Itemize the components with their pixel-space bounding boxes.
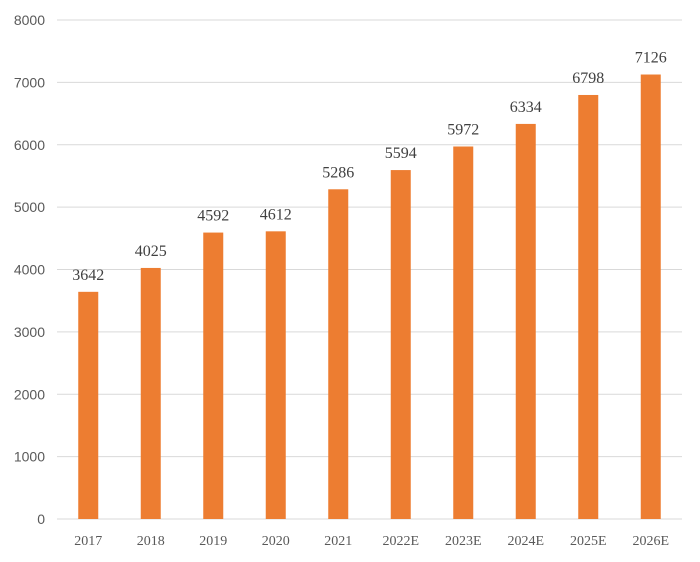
y-tick-label: 5000 [14,199,45,215]
bar [328,189,349,519]
y-tick-label: 3000 [14,324,45,340]
x-tick-label: 2019 [199,534,227,549]
x-tick-label: 2017 [74,534,102,549]
x-tick-label: 2025E [570,534,607,549]
x-tick-label: 2020 [262,534,290,549]
y-tick-label: 7000 [14,74,45,90]
x-tick-label: 2024E [507,534,544,549]
y-tick-label: 2000 [14,386,45,402]
x-tick-label: 2018 [137,534,165,549]
bar [640,74,661,519]
bar [578,94,599,520]
bar [265,231,286,519]
data-label: 5594 [385,145,417,162]
x-tick-label: 2022E [382,534,419,549]
data-label: 5972 [447,121,479,138]
bar [203,232,224,519]
data-label: 4592 [197,208,229,225]
bar [78,291,99,519]
data-label: 4025 [135,243,167,260]
y-tick-label: 1000 [14,449,45,465]
bar [453,146,474,519]
bar [390,170,411,519]
data-label: 6334 [510,99,542,116]
y-axis-ticks: 0 1000 2000 3000 4000 5000 6000 7000 8000 [14,12,45,527]
x-axis-ticks: 2017 2018 2019 2020 2021 2022E 2023E 2024E 2025E… [74,534,669,549]
data-label: 4612 [260,206,292,223]
data-label: 7126 [635,50,667,67]
data-label: 3642 [72,267,104,284]
gridlines [57,19,682,520]
x-tick-label: 2021 [324,534,352,549]
y-tick-label: 6000 [14,137,45,153]
bars [78,74,661,520]
bar [515,123,536,519]
x-tick-label: 2023E [445,534,482,549]
bar [140,267,161,519]
y-tick-label: 8000 [14,12,45,28]
x-tick-label: 2026E [632,534,669,549]
y-tick-label: 0 [37,511,45,527]
data-label: 6798 [572,70,604,87]
data-labels: 3642 4025 4592 4612 5286 5594 5972 6334 6798 7126 [72,50,667,284]
y-tick-label: 4000 [14,262,45,278]
data-label: 5286 [322,164,354,181]
